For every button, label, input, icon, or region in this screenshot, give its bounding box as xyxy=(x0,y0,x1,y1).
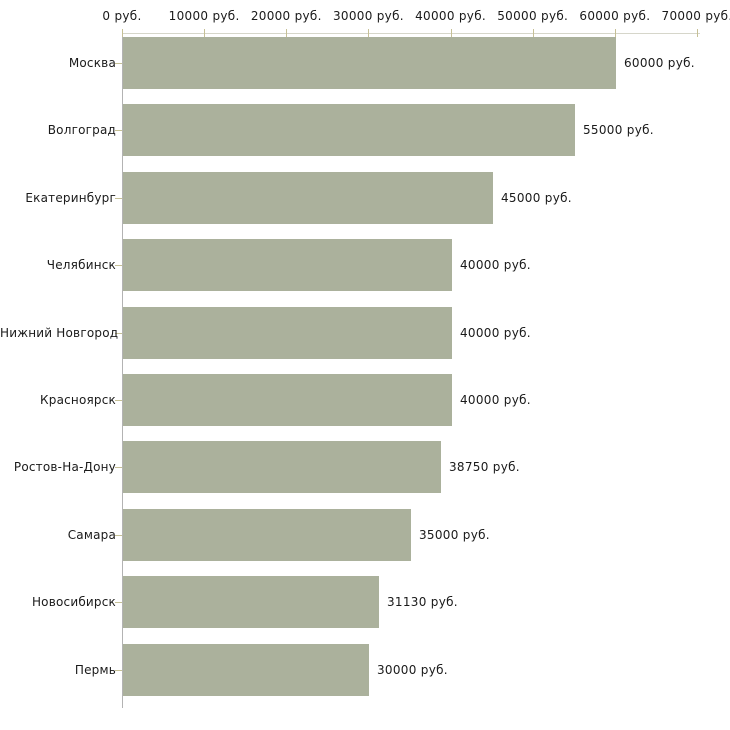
y-axis-tick xyxy=(115,400,122,401)
value-label: 55000 руб. xyxy=(583,123,654,137)
category-label: Челябинск xyxy=(46,258,116,272)
category-label: Новосибирск xyxy=(31,595,116,609)
x-axis-tick-label: 30000 руб. xyxy=(332,9,404,23)
bar xyxy=(123,441,441,493)
x-axis-tick-label: 40000 руб. xyxy=(415,9,487,23)
x-axis-tick-label: 20000 руб. xyxy=(250,9,322,23)
bar xyxy=(123,307,452,359)
x-axis-line xyxy=(122,33,700,34)
x-axis-tick-label: 70000 руб. xyxy=(661,9,730,23)
category-label: Ростов-На-Дону xyxy=(13,460,116,474)
category-label: Москва xyxy=(68,56,116,70)
category-label: Самара xyxy=(67,528,116,542)
x-axis-tick xyxy=(450,29,452,37)
x-axis-tick xyxy=(204,29,206,37)
y-axis-line xyxy=(122,33,123,708)
bar xyxy=(123,239,452,291)
x-axis-tick-label: 10000 руб. xyxy=(168,9,240,23)
bar xyxy=(123,644,369,696)
value-label: 45000 руб. xyxy=(501,191,572,205)
x-axis-tick-label: 60000 руб. xyxy=(579,9,651,23)
value-label: 60000 руб. xyxy=(624,56,695,70)
x-axis-tick xyxy=(614,29,616,37)
y-axis-tick xyxy=(115,333,122,334)
category-label: Нижний Новгород xyxy=(0,326,119,340)
bar xyxy=(123,37,616,89)
value-label: 31130 руб. xyxy=(387,595,458,609)
category-label: Красноярск xyxy=(40,393,116,407)
bar xyxy=(123,104,575,156)
bar xyxy=(123,374,452,426)
bar xyxy=(123,172,493,224)
value-label: 35000 руб. xyxy=(419,528,490,542)
y-axis-tick xyxy=(115,130,122,131)
x-axis-tick xyxy=(368,29,370,37)
category-label: Екатеринбург xyxy=(25,191,116,205)
value-label: 40000 руб. xyxy=(460,258,531,272)
category-label: Пермь xyxy=(74,663,116,677)
value-label: 30000 руб. xyxy=(377,663,448,677)
value-label: 40000 руб. xyxy=(460,326,531,340)
y-axis-tick xyxy=(115,535,122,536)
x-axis-tick xyxy=(532,29,534,37)
y-axis-tick xyxy=(115,602,122,603)
x-axis-tick-label: 50000 руб. xyxy=(497,9,569,23)
y-axis-tick xyxy=(115,63,122,64)
y-axis-tick xyxy=(115,198,122,199)
x-axis-tick-label: 0 руб. xyxy=(102,9,142,23)
y-axis-tick xyxy=(115,670,122,671)
value-label: 38750 руб. xyxy=(449,460,520,474)
bar xyxy=(123,576,379,628)
y-axis-tick xyxy=(115,467,122,468)
category-label: Волгоград xyxy=(47,123,116,137)
y-axis-tick xyxy=(115,265,122,266)
value-label: 40000 руб. xyxy=(460,393,531,407)
x-axis-tick xyxy=(697,29,698,37)
x-axis-tick xyxy=(122,29,123,37)
bar xyxy=(123,509,411,561)
x-axis-tick xyxy=(286,29,288,37)
